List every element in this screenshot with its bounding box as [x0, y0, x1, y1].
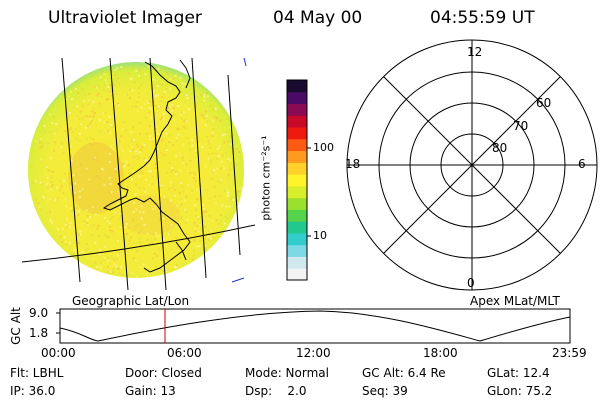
geographic-grid — [21, 57, 256, 291]
instrument-title: Ultraviolet Imager — [48, 8, 202, 28]
colorbar-segment — [287, 268, 307, 281]
colorbar-segment — [287, 103, 307, 116]
mlat-label: 80 — [492, 141, 508, 155]
bright-region — [68, 142, 124, 214]
orbit-frame — [59, 308, 571, 344]
colorbar-segment — [287, 244, 307, 257]
status-gc-alt: GC Alt: 6.4 Re — [362, 366, 446, 380]
status-door: Door: Closed — [125, 366, 202, 380]
colorbar-segment — [287, 150, 307, 163]
orbit-ytick-label: 9.0 — [29, 306, 49, 320]
coastline — [102, 59, 191, 273]
edge-marker — [243, 57, 247, 67]
colorbar-unit-label: photon cm⁻²s⁻¹ — [259, 135, 273, 221]
orbit-xtick-label: 18:00 — [423, 346, 458, 360]
orbit-xtick-label: 06:00 — [167, 346, 202, 360]
image-noise — [30, 65, 242, 278]
colorbar-segment — [287, 256, 307, 269]
mlt-label-left: 18 — [345, 157, 361, 171]
status-dsp: Dsp: 2.0 — [245, 384, 307, 398]
colorbar-tick-label: 10 — [313, 229, 327, 242]
colorbar-segment — [287, 127, 307, 140]
geo-grid-label: Geographic Lat/Lon — [72, 294, 190, 308]
status-mode: Mode: Normal — [245, 366, 329, 380]
polar-plot — [346, 39, 598, 291]
colorbar-segment — [287, 174, 307, 187]
orbit-ytick-label: 1.8 — [29, 326, 49, 340]
earth-disk — [28, 62, 244, 278]
status-ip: IP: 36.0 — [10, 384, 56, 398]
colorbar-segment — [287, 91, 307, 105]
colorbar-segment — [287, 138, 307, 152]
colorbar-segment — [287, 185, 307, 199]
observation-date: 04 May 00 — [273, 8, 363, 28]
status-filter: Flt: LBHL — [10, 366, 64, 380]
status-gain: Gain: 13 — [125, 384, 176, 398]
colorbar-segment — [287, 115, 307, 128]
orbit-xtick-label: 12:00 — [296, 346, 331, 360]
orbit-xtick-label: 23:59 — [552, 346, 587, 360]
orbit-ylabel: GC Alt — [9, 307, 23, 345]
altitude-curve — [59, 310, 571, 342]
color-bar — [286, 79, 311, 281]
mlt-label-top: 12 — [467, 45, 483, 59]
mlt-label-right: 6 — [578, 157, 586, 171]
orbit-xtick-label: 00:00 — [41, 346, 76, 360]
mlat-label: 60 — [536, 96, 552, 110]
colorbar-segment — [287, 197, 307, 210]
status-glat: GLat: 12.4 — [487, 366, 550, 380]
observation-time: 04:55:59 UT — [430, 8, 535, 28]
colorbar-tick-label: 100 — [313, 141, 334, 154]
colorbar-segment — [287, 209, 307, 222]
apex-grid-label: Apex MLat/MLT — [470, 294, 560, 308]
status-glon: GLon: 75.2 — [487, 384, 553, 398]
orbit-plot — [56, 308, 571, 344]
earth-image — [21, 57, 256, 291]
colorbar-segment — [287, 232, 307, 246]
color-bar-frame — [286, 79, 308, 281]
colorbar-segment — [287, 162, 307, 175]
colorbar-segment — [287, 221, 307, 234]
colorbar-segment — [287, 80, 307, 93]
edge-marker — [231, 277, 245, 283]
status-seq: Seq: 39 — [362, 384, 408, 398]
mlat-label: 70 — [513, 119, 529, 133]
polar-spoke — [383, 76, 561, 254]
mlt-label-bottom: 0 — [467, 276, 475, 290]
